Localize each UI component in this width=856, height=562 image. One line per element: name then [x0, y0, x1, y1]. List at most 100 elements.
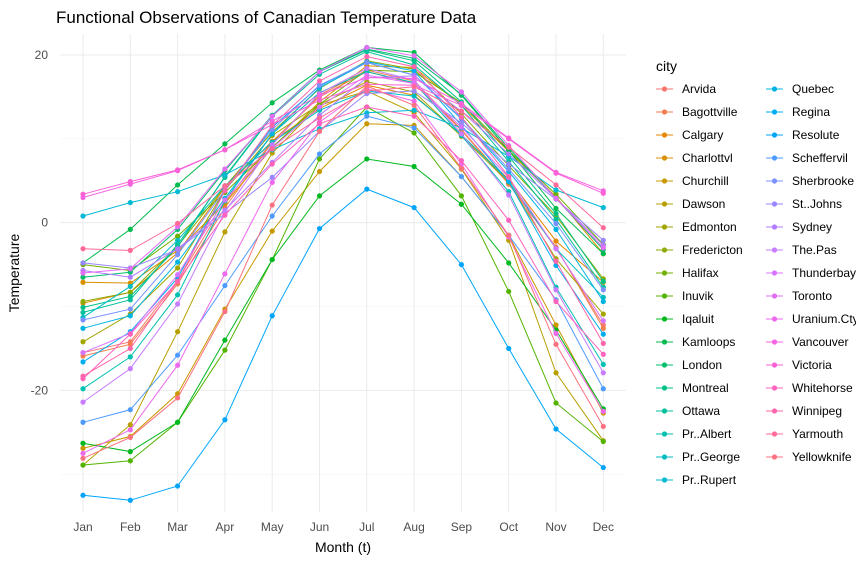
data-point: [222, 141, 228, 147]
data-point: [411, 53, 417, 59]
data-point: [222, 212, 228, 218]
series-line: [82, 85, 604, 459]
data-point: [553, 426, 559, 432]
data-point: [553, 322, 559, 328]
legend-key-point: [661, 431, 668, 437]
data-point: [175, 182, 181, 188]
data-point: [127, 306, 133, 312]
legend-label: Sydney: [792, 220, 832, 234]
data-point: [411, 93, 417, 99]
data-point: [127, 266, 133, 272]
data-point: [600, 311, 606, 317]
data-point: [175, 265, 181, 271]
data-point: [222, 197, 228, 203]
series-line: [82, 90, 604, 318]
data-point: [269, 131, 275, 137]
data-point: [127, 331, 133, 337]
legend-item: Charlottvl: [656, 151, 733, 165]
data-point: [506, 161, 512, 167]
data-point: [600, 318, 606, 324]
legend-key-point: [771, 454, 778, 460]
legend-label: Fredericton: [682, 243, 743, 257]
legend-key-point: [771, 385, 778, 391]
legend-key-point: [661, 178, 668, 184]
legend-item: Toronto: [766, 289, 832, 303]
legend-label: Dawson: [682, 197, 725, 211]
legend-key-point: [771, 316, 778, 322]
legend-key-point: [771, 109, 778, 115]
data-point: [506, 178, 512, 185]
data-point: [80, 339, 86, 345]
x-tick-label: Feb: [120, 520, 141, 534]
data-point: [458, 120, 464, 126]
legend-label: Inuvik: [682, 289, 714, 303]
data-point: [553, 191, 559, 197]
legend-label: Pr..Rupert: [682, 473, 737, 487]
legend-item: Victoria: [766, 358, 832, 372]
data-point: [175, 329, 181, 335]
x-tick-label: Oct: [499, 520, 518, 534]
series-iqaluit: [80, 156, 606, 455]
data-point: [553, 205, 559, 212]
data-point: [506, 144, 512, 150]
series-yarmouth: [80, 84, 606, 253]
data-point: [364, 156, 370, 162]
x-tick-label: Nov: [545, 520, 566, 534]
data-point: [553, 330, 559, 336]
data-point: [222, 271, 228, 277]
data-point: [600, 237, 606, 243]
legend-label: St..Johns: [792, 197, 842, 211]
data-point: [364, 83, 370, 89]
legend-item: Arvida: [656, 82, 716, 96]
legend-key-point: [771, 155, 778, 161]
legend-label: Victoria: [792, 358, 832, 372]
legend-key-point: [771, 247, 778, 253]
data-point: [127, 297, 133, 303]
data-point: [175, 395, 181, 401]
data-point: [269, 213, 275, 219]
series-line: [82, 158, 604, 453]
data-point: [600, 225, 606, 231]
data-point: [600, 190, 606, 196]
legend-label: Churchill: [682, 174, 729, 188]
series-line: [82, 46, 604, 264]
legend-label: London: [682, 358, 722, 372]
series-line: [82, 115, 604, 423]
legend-item: Scheffervil: [766, 151, 848, 165]
data-point: [364, 113, 370, 119]
legend-item: Thunderbay: [766, 266, 856, 280]
data-point: [458, 124, 464, 130]
data-point: [506, 345, 512, 352]
legend-key-point: [771, 86, 778, 92]
data-point: [411, 98, 417, 104]
data-point: [80, 455, 86, 461]
legend-key-point: [661, 270, 668, 276]
legend-key-point: [661, 477, 668, 483]
data-point: [506, 217, 512, 223]
data-point: [222, 172, 228, 178]
data-point: [80, 419, 86, 425]
data-point: [458, 165, 464, 171]
legend-item: London: [656, 358, 722, 372]
data-point: [506, 173, 512, 180]
data-point: [600, 325, 606, 331]
data-point: [553, 210, 559, 217]
data-point: [127, 178, 133, 185]
data-point: [364, 65, 370, 71]
legend-key-point: [771, 339, 778, 345]
legend-key-point: [661, 339, 668, 345]
data-point: [553, 170, 559, 176]
data-point: [80, 309, 86, 316]
data-point: [600, 287, 606, 293]
legend-item: Iqaluit: [656, 312, 715, 326]
data-point: [600, 251, 606, 257]
y-tick-label: 20: [35, 48, 49, 62]
data-point: [364, 44, 370, 51]
y-tick-label: 0: [41, 216, 48, 230]
series-line: [82, 74, 604, 354]
y-tick-label: -20: [31, 383, 49, 397]
legend-item: Ottawa: [656, 404, 720, 418]
data-point: [127, 354, 133, 360]
data-point: [364, 75, 370, 81]
data-point: [269, 228, 275, 234]
